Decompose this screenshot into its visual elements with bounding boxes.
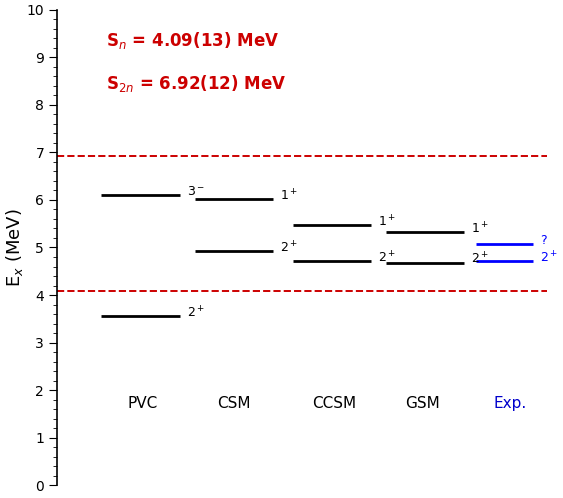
Y-axis label: E$_x$ (MeV): E$_x$ (MeV): [4, 208, 25, 287]
Text: CSM: CSM: [217, 396, 251, 411]
Text: 2$^+$: 2$^+$: [471, 252, 489, 267]
Text: 3$^-$: 3$^-$: [187, 185, 205, 198]
Text: S$_n$ = 4.09(13) MeV: S$_n$ = 4.09(13) MeV: [106, 30, 280, 51]
Text: CCSM: CCSM: [312, 396, 356, 411]
Text: ?: ?: [540, 235, 547, 248]
Text: S$_{2n}$ = 6.92(12) MeV: S$_{2n}$ = 6.92(12) MeV: [106, 73, 287, 94]
Text: 2$^+$: 2$^+$: [187, 305, 205, 321]
Text: 1$^+$: 1$^+$: [280, 188, 298, 203]
Text: Exp.: Exp.: [494, 396, 527, 411]
Text: 2$^+$: 2$^+$: [280, 240, 298, 255]
Text: 1$^+$: 1$^+$: [378, 214, 396, 230]
Text: GSM: GSM: [405, 396, 440, 411]
Text: PVC: PVC: [128, 396, 158, 411]
Text: 1$^+$: 1$^+$: [471, 221, 489, 237]
Text: 2$^+$: 2$^+$: [540, 250, 558, 265]
Text: 2$^+$: 2$^+$: [378, 250, 396, 265]
